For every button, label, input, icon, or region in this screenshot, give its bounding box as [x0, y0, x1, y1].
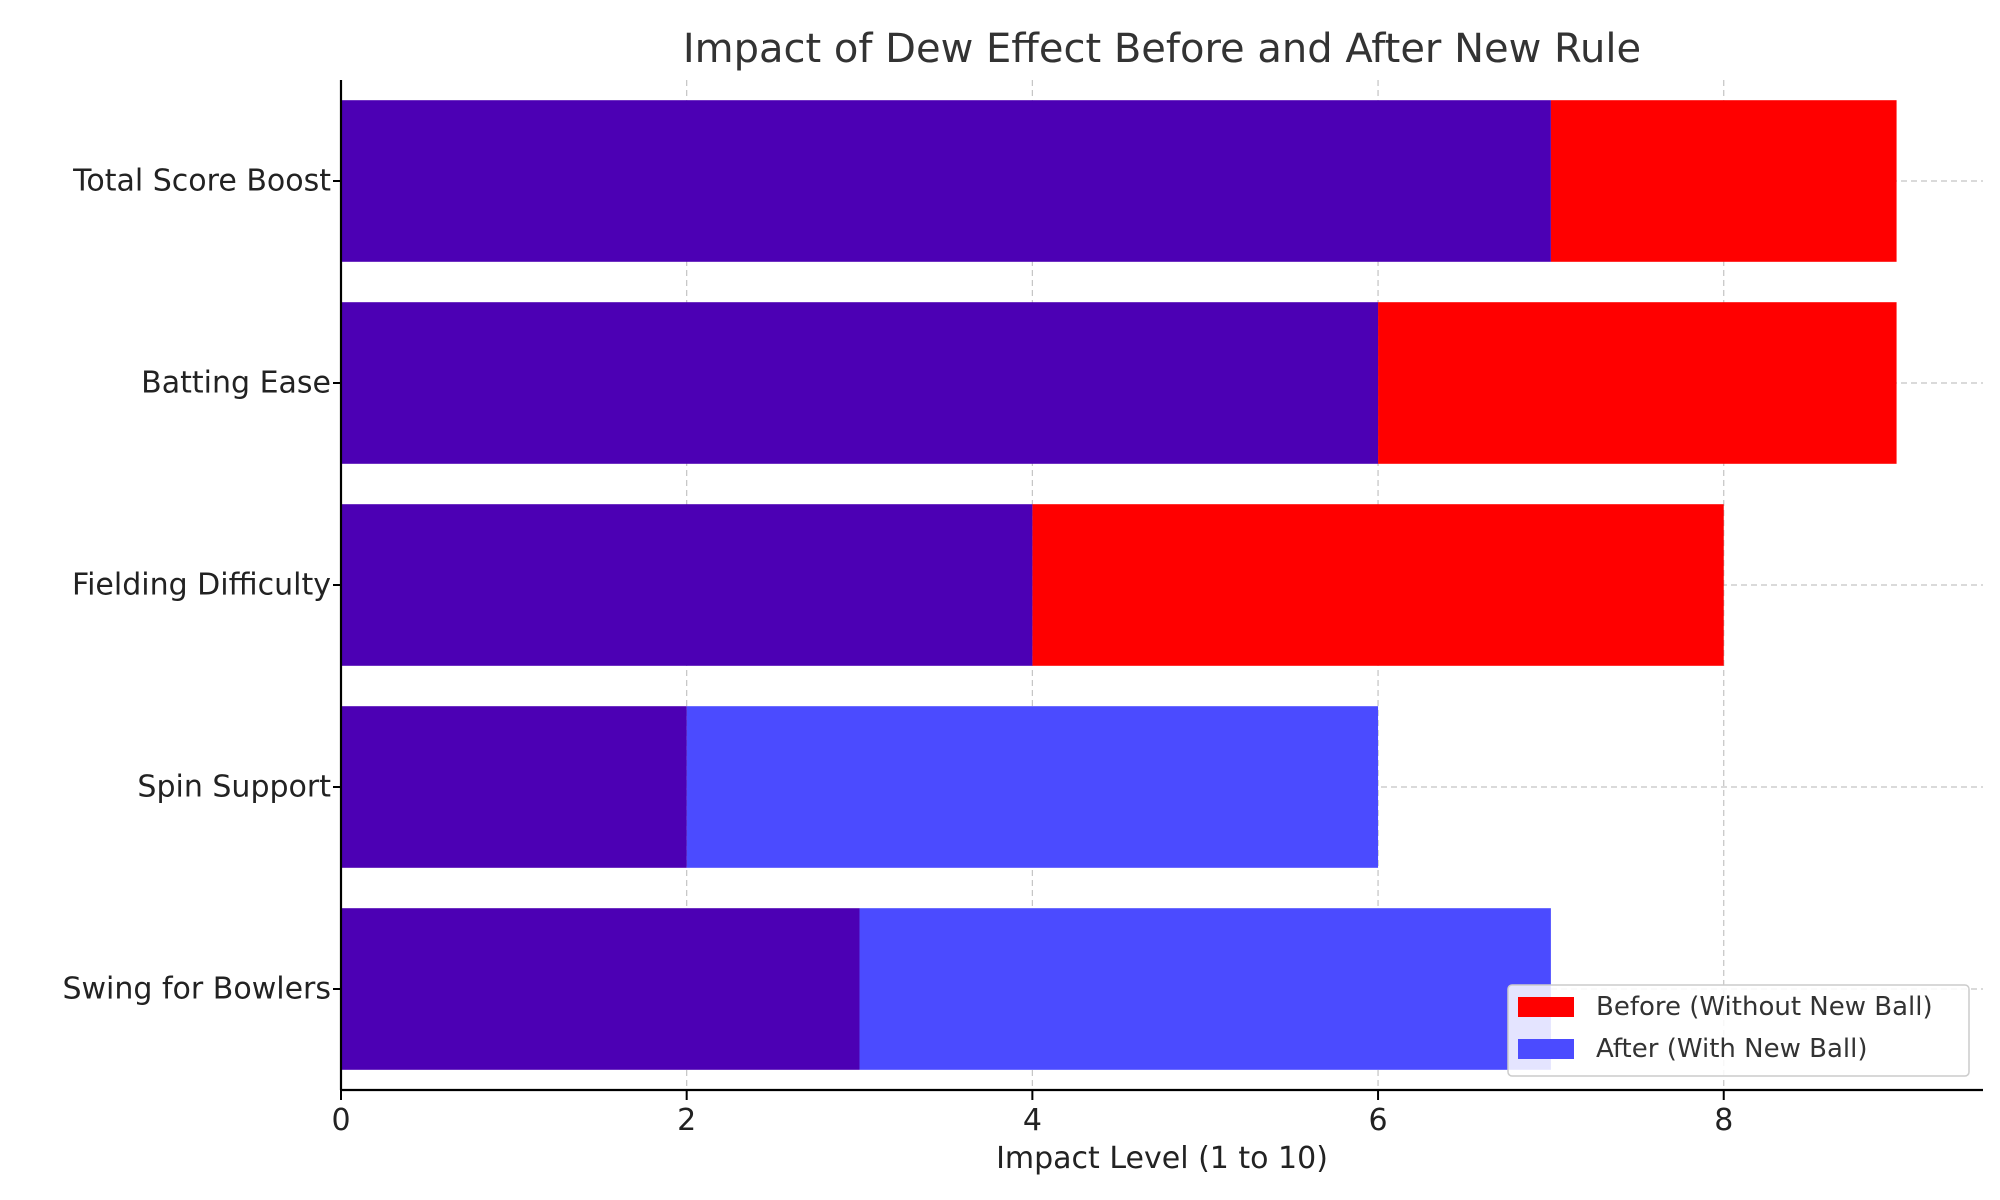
bar-overlap-batting-ease — [341, 302, 1379, 464]
x-tick-label: 2 — [677, 1103, 696, 1138]
legend: Before (Without New Ball) After (With Ne… — [1507, 984, 1970, 1077]
bar-before-total-score-boost — [1550, 100, 1897, 262]
axes — [333, 80, 1983, 1100]
tick-labels: 0 2 4 6 8 — [331, 1103, 1733, 1138]
category-label-swing-for-bowlers: Swing for Bowlers — [62, 972, 331, 1007]
legend-swatch-after — [1518, 1039, 1574, 1059]
x-tick-label: 4 — [1023, 1103, 1042, 1138]
legend-swatch-before — [1518, 997, 1574, 1017]
bar-before-batting-ease — [1378, 302, 1897, 464]
x-tick-label: 6 — [1369, 1103, 1388, 1138]
bar-overlap-fielding-difficulty — [341, 504, 1033, 666]
x-tick-label: 0 — [331, 1103, 350, 1138]
legend-box — [1507, 984, 1970, 1077]
category-label-total-score-boost: Total Score Boost — [72, 164, 331, 199]
bar-overlap-swing-for-bowlers — [341, 908, 860, 1070]
chart-title: Impact of Dew Effect Before and After Ne… — [683, 26, 1641, 72]
bar-overlap-spin-support — [341, 706, 687, 868]
legend-label-after: After (With New Ball) — [1596, 1034, 1867, 1064]
bar-overlap-total-score-boost — [341, 100, 1551, 262]
category-label-spin-support: Spin Support — [137, 770, 331, 805]
bar-after-spin-support — [686, 706, 1379, 868]
legend-label-before: Before (Without New Ball) — [1596, 992, 1933, 1022]
bars — [341, 100, 1897, 1070]
x-tick-label: 8 — [1714, 1103, 1733, 1138]
x-axis-label: Impact Level (1 to 10) — [996, 1141, 1328, 1176]
category-label-batting-ease: Batting Ease — [141, 366, 331, 401]
bar-after-swing-for-bowlers — [859, 908, 1551, 1070]
bar-before-fielding-difficulty — [1032, 504, 1724, 666]
category-label-fielding-difficulty: Fielding Difficulty — [72, 568, 331, 603]
category-labels: Total Score Boost Batting Ease Fielding Di… — [62, 164, 331, 1007]
